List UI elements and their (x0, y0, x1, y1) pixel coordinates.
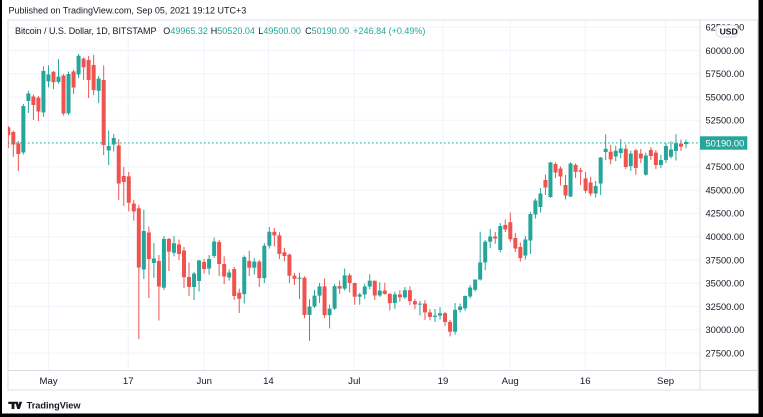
svg-text:H50520.04: H50520.04 (211, 26, 255, 36)
svg-text:Sep: Sep (657, 376, 674, 387)
svg-text:Bitcoin / U.S. Dollar, 1D, BIT: Bitcoin / U.S. Dollar, 1D, BITSTAMP (15, 26, 157, 36)
svg-text:19: 19 (438, 376, 449, 387)
svg-text:TradingView: TradingView (27, 400, 82, 410)
svg-text:32500.00: 32500.00 (706, 302, 745, 312)
svg-text:40000.00: 40000.00 (706, 232, 745, 242)
svg-text:42500.00: 42500.00 (706, 209, 745, 219)
svg-text:USD: USD (720, 26, 738, 36)
svg-text:14: 14 (263, 376, 274, 387)
svg-text:57500.00: 57500.00 (706, 69, 745, 79)
svg-text:47500.00: 47500.00 (706, 162, 745, 172)
svg-text:L49500.00: L49500.00 (258, 26, 301, 36)
svg-text:55000.00: 55000.00 (706, 92, 745, 102)
svg-text:Aug: Aug (502, 376, 519, 387)
svg-text:Published on TradingView.com,: Published on TradingView.com, Sep 05, 20… (9, 6, 247, 16)
svg-text:45000.00: 45000.00 (706, 186, 745, 196)
svg-text:Jun: Jun (196, 376, 211, 387)
svg-text:O49965.32: O49965.32 (163, 26, 208, 36)
svg-text:C50190.00: C50190.00 (305, 26, 349, 36)
svg-text:+246.84 (+0.49%): +246.84 (+0.49%) (353, 26, 425, 36)
svg-text:50190.00: 50190.00 (706, 138, 745, 148)
svg-text:37500.00: 37500.00 (706, 255, 745, 265)
svg-text:May: May (40, 376, 58, 387)
svg-text:16: 16 (580, 376, 591, 387)
svg-text:60000.00: 60000.00 (706, 46, 745, 56)
svg-text:30000.00: 30000.00 (706, 325, 745, 335)
svg-text:27500.00: 27500.00 (706, 348, 745, 358)
svg-text:Jul: Jul (348, 376, 360, 387)
svg-text:52500.00: 52500.00 (706, 116, 745, 126)
svg-text:35000.00: 35000.00 (706, 279, 745, 289)
svg-text:17: 17 (123, 376, 134, 387)
